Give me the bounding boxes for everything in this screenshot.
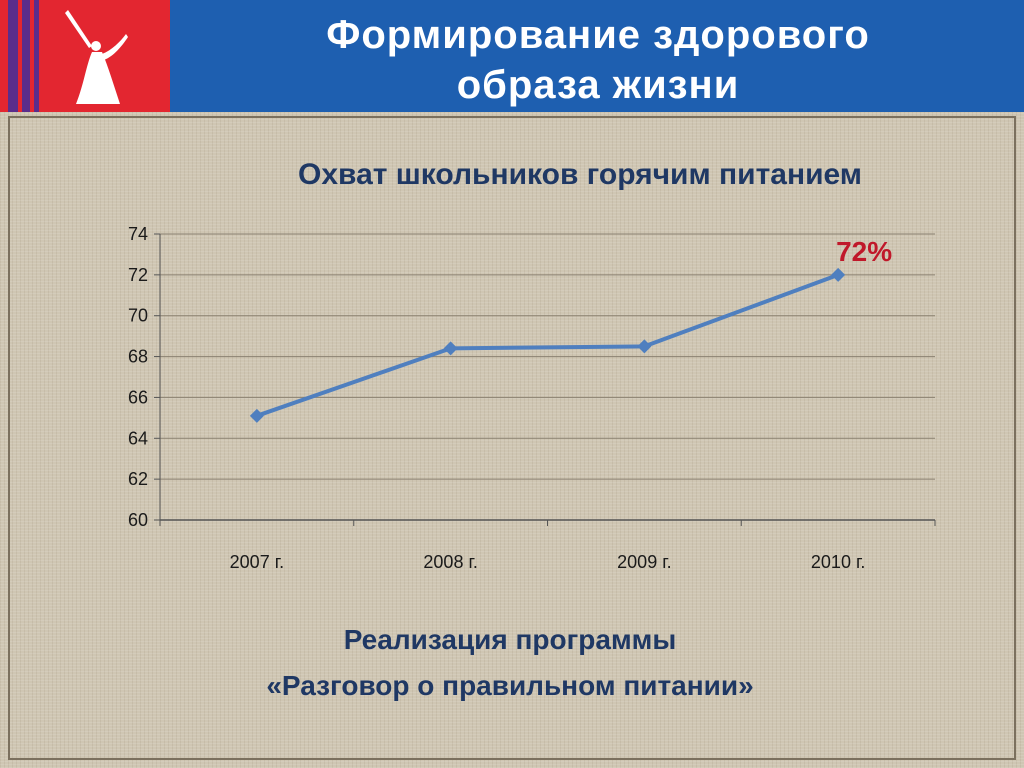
logo-stripe: [22, 0, 30, 112]
title-line-1: Формирование здорового: [326, 13, 870, 57]
y-tick-label: 74: [128, 224, 148, 244]
logo-stripe: [34, 0, 39, 112]
footer-line-1: Реализация программы: [343, 624, 677, 655]
y-tick-label: 64: [128, 428, 148, 448]
data-point: [249, 408, 264, 423]
x-tick-label: 2007 г.: [230, 552, 284, 572]
data-point: [637, 339, 652, 354]
y-tick-label: 66: [128, 387, 148, 407]
y-tick-label: 60: [128, 510, 148, 530]
chart-title: Охват школьников горячим питанием: [298, 158, 862, 191]
y-tick-label: 62: [128, 469, 148, 489]
logo-block: [0, 0, 170, 112]
x-tick-label: 2009 г.: [617, 552, 671, 572]
monument-logo-icon: [65, 10, 128, 104]
title-line-2: образа жизни: [456, 63, 740, 107]
data-point: [831, 267, 846, 282]
y-tick-label: 72: [128, 265, 148, 285]
data-point: [443, 341, 458, 356]
y-tick-label: 70: [128, 306, 148, 326]
x-tick-label: 2010 г.: [811, 552, 865, 572]
footer-line-2: «Разговор о правильном питании»: [266, 670, 754, 701]
page-title: Формирование здорового образа жизни: [172, 10, 1024, 110]
header-bar: Формирование здорового образа жизни: [0, 0, 1024, 112]
y-tick-label: 68: [128, 347, 148, 367]
data-label: 72%: [836, 236, 892, 267]
content-panel: [8, 116, 1016, 760]
x-tick-label: 2008 г.: [423, 552, 477, 572]
logo-stripe: [8, 0, 18, 112]
series-line: [256, 272, 839, 418]
